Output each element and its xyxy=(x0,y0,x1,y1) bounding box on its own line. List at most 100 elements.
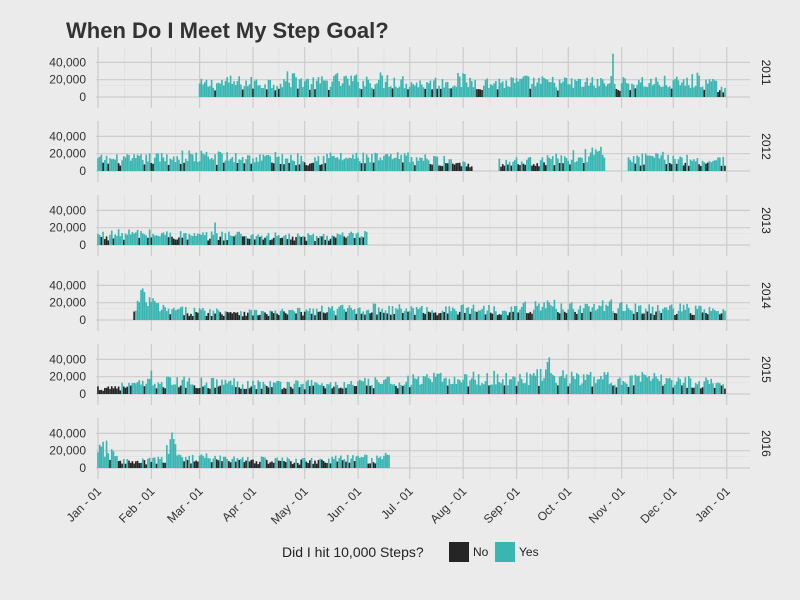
step-bar xyxy=(293,161,296,171)
y-tick-label: 40,000 xyxy=(49,55,86,69)
step-bar xyxy=(240,159,242,171)
step-bar xyxy=(238,231,241,245)
step-bar xyxy=(605,374,607,394)
step-bar xyxy=(670,380,673,394)
step-bar xyxy=(684,162,687,171)
step-bar xyxy=(600,78,602,97)
step-bar xyxy=(143,234,146,245)
step-bar xyxy=(160,153,163,171)
step-bar xyxy=(135,310,137,320)
step-bar xyxy=(574,162,576,171)
step-bar xyxy=(598,150,601,171)
step-bar xyxy=(498,314,501,320)
step-bar xyxy=(376,379,378,394)
step-bar xyxy=(505,159,508,171)
step-bar xyxy=(445,163,447,171)
step-bar xyxy=(193,307,196,320)
step-bar xyxy=(417,160,420,171)
step-bar xyxy=(672,308,675,320)
step-bar xyxy=(648,376,650,394)
step-bar xyxy=(121,233,123,245)
step-bar xyxy=(582,374,585,394)
step-bar xyxy=(591,307,594,320)
step-bar xyxy=(517,312,520,320)
step-bar xyxy=(600,375,602,394)
step-bar xyxy=(536,82,539,97)
step-bar xyxy=(536,163,539,171)
step-bar xyxy=(398,304,401,320)
y-tick-label: 0 xyxy=(79,461,86,475)
step-bar xyxy=(576,161,578,171)
step-bar xyxy=(691,314,694,320)
step-bar xyxy=(613,313,616,320)
step-bar xyxy=(298,307,301,320)
step-bar xyxy=(701,387,704,394)
step-bar xyxy=(396,88,399,97)
step-bar xyxy=(340,387,342,394)
step-bar xyxy=(241,457,244,468)
step-bar xyxy=(527,76,530,97)
step-bar xyxy=(226,383,228,394)
step-bar xyxy=(510,306,513,320)
step-bar xyxy=(248,155,251,171)
step-bar xyxy=(700,87,702,97)
y-tick-label: 40,000 xyxy=(49,426,86,440)
step-bar xyxy=(250,163,253,171)
step-bar xyxy=(231,313,234,320)
step-bar xyxy=(362,237,365,245)
step-bar xyxy=(341,83,344,97)
step-bar xyxy=(157,235,160,245)
step-bar xyxy=(305,309,308,320)
step-bar xyxy=(265,154,268,171)
step-bar xyxy=(155,235,158,245)
step-bar xyxy=(183,376,185,394)
step-bar xyxy=(674,314,676,320)
step-bar xyxy=(350,75,352,97)
step-bar xyxy=(171,432,173,468)
step-bar xyxy=(400,79,402,97)
step-bar xyxy=(572,87,575,97)
step-bar xyxy=(513,160,516,171)
step-bar xyxy=(724,87,726,97)
step-bar xyxy=(443,156,446,171)
step-bar xyxy=(167,308,170,320)
step-bar xyxy=(319,311,321,320)
step-bar xyxy=(117,229,120,245)
step-bar xyxy=(257,85,259,97)
step-bar xyxy=(638,79,640,97)
step-bar xyxy=(408,387,411,394)
step-bar xyxy=(675,76,678,97)
step-bar xyxy=(608,83,611,97)
step-bar xyxy=(641,153,644,171)
step-bar xyxy=(367,309,370,320)
step-bar xyxy=(474,379,477,394)
step-bar xyxy=(598,86,601,97)
step-bar xyxy=(639,165,642,171)
step-bar xyxy=(422,87,425,97)
step-bar xyxy=(109,388,111,394)
step-bar xyxy=(319,164,321,171)
step-bar xyxy=(700,388,702,394)
step-bar xyxy=(207,312,210,320)
step-bar xyxy=(410,82,413,97)
step-bar xyxy=(150,237,153,245)
step-bar xyxy=(364,163,366,171)
step-bar xyxy=(166,154,168,171)
step-bar xyxy=(126,386,129,394)
step-bar xyxy=(484,79,487,97)
step-bar xyxy=(360,89,363,97)
step-bar xyxy=(577,78,580,97)
step-bar xyxy=(658,381,661,394)
step-bar xyxy=(136,229,139,245)
step-bar xyxy=(222,162,225,171)
step-bar xyxy=(662,308,664,320)
step-bar xyxy=(119,236,122,245)
step-bar xyxy=(160,456,163,468)
step-bar xyxy=(541,157,544,171)
y-tick-label: 20,000 xyxy=(49,73,86,87)
step-bar xyxy=(317,311,320,320)
step-bar xyxy=(720,313,723,320)
step-bar xyxy=(238,387,241,394)
step-bar xyxy=(319,458,321,468)
step-bar xyxy=(705,79,707,97)
